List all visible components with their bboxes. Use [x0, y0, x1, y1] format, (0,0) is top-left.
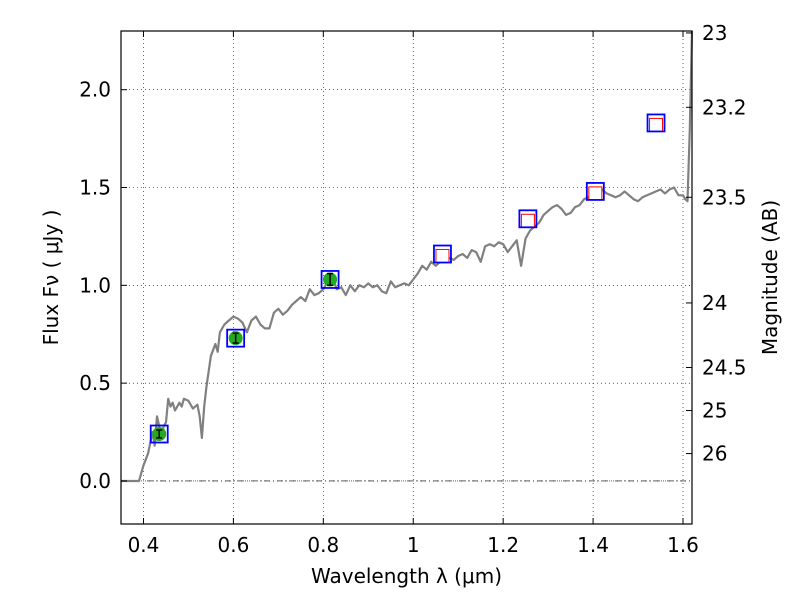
y2-tick-label: 23.2: [702, 95, 747, 119]
x-tick-label: 1: [407, 533, 420, 557]
model-photometry-point: [433, 244, 452, 264]
series-layer: [121, 30, 694, 483]
y2-tick-label: 24: [702, 291, 727, 315]
y2-tick-label: 23: [702, 21, 727, 45]
y-tick-label: 0.5: [79, 371, 111, 395]
y-axis-title: Flux Fν ( μJy ): [39, 210, 63, 346]
model-photometry-point: [646, 113, 666, 133]
x-tick-label: 1.4: [577, 533, 609, 557]
x-tick-label: 1.2: [487, 533, 519, 557]
y2-tick-label: 23.5: [702, 185, 747, 209]
y2-tick-label: 25: [702, 399, 727, 423]
model-photometry-point: [585, 182, 605, 201]
x-tick-label: 0.8: [307, 533, 339, 557]
x-tick-label: 0.4: [128, 533, 160, 557]
y-tick-label: 0.0: [79, 469, 111, 493]
model-spectrum-line: [121, 30, 694, 483]
y2-tick-label: 24.5: [702, 355, 747, 379]
predicted-point: [588, 186, 603, 201]
y-tick-label: 1.5: [79, 176, 111, 200]
model-photometry-point: [320, 270, 340, 289]
x-axis-title: Wavelength λ (μm): [311, 564, 502, 588]
tick-layer: 0.4 0.6 0.8 1 1.2 1.4 1.6 0.0 0.5 1.0 1.5 2.0 23 23.2…: [79, 21, 746, 557]
x-tick-label: 1.6: [667, 533, 699, 557]
model-photometry-point: [149, 424, 169, 444]
plot-frame: [120, 30, 693, 525]
y2-tick-label: 26: [702, 442, 727, 466]
model-photometry-point: [518, 209, 538, 229]
model-photometry-point: [226, 328, 246, 348]
predicted-point: [435, 248, 450, 263]
predicted-point: [649, 117, 664, 132]
x-tick-label: 0.6: [217, 533, 249, 557]
marker-layer: [149, 113, 666, 444]
y2-axis-title: Magnitude (AB): [758, 200, 782, 355]
y-tick-label: 2.0: [79, 78, 111, 102]
predicted-point: [520, 213, 535, 228]
y-tick-label: 1.0: [79, 273, 111, 297]
grid-layer: [121, 31, 692, 524]
